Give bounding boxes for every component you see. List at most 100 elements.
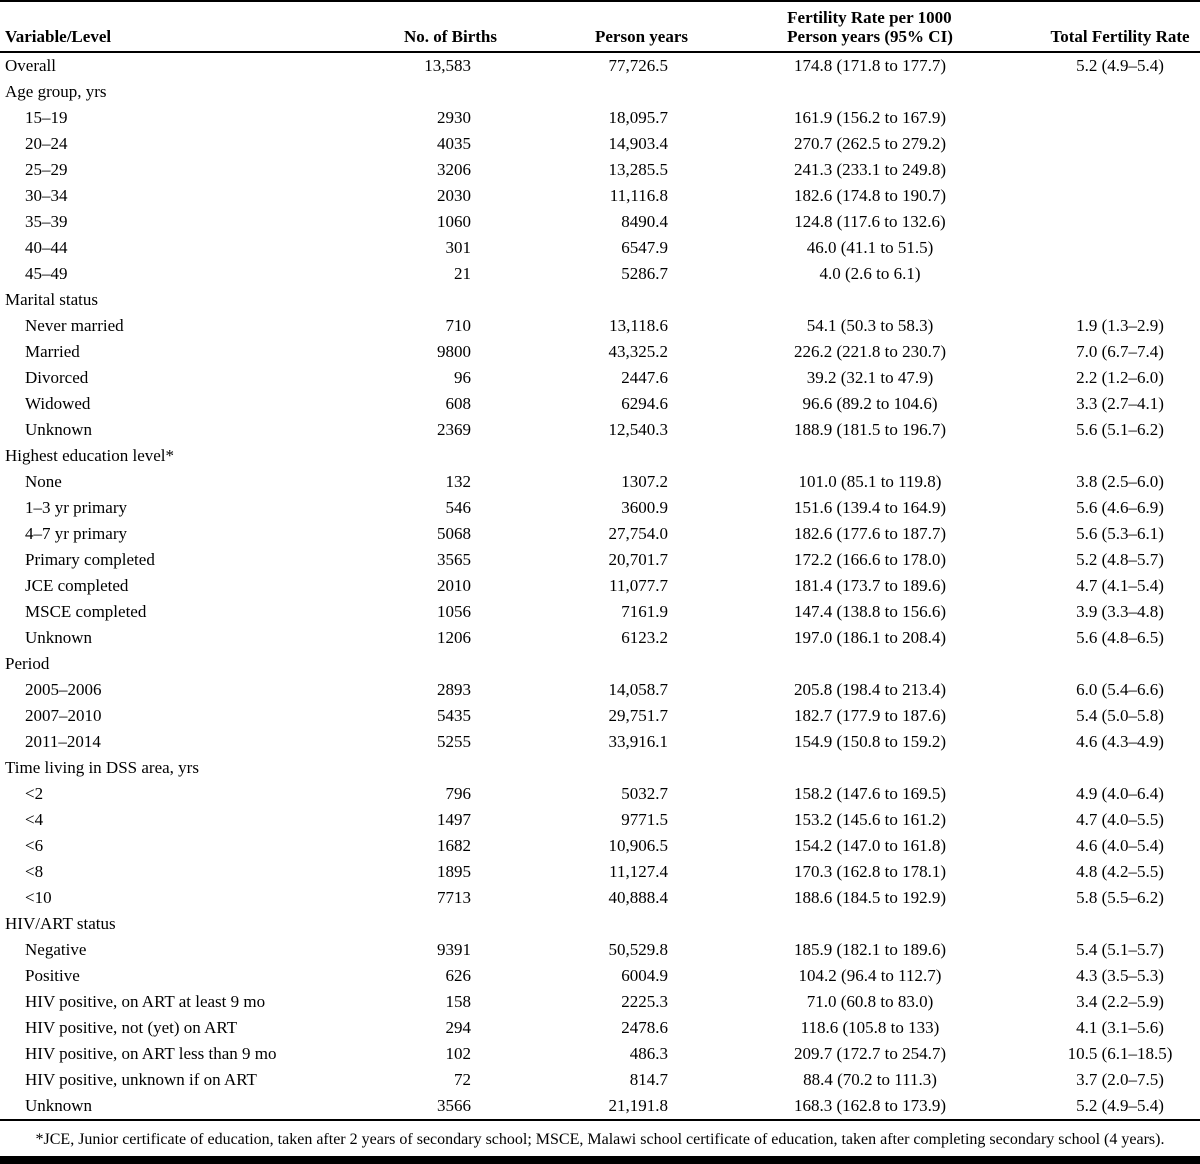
cell-variable-level: HIV positive, unknown if on ART bbox=[25, 1070, 257, 1089]
col-header-person-years: Person years bbox=[497, 2, 700, 53]
cell-variable-level: Positive bbox=[25, 966, 80, 985]
cell-fertility-rate-ci bbox=[700, 651, 1040, 677]
table-row: 30–34 2030 11,116.8 182.6 (174.8 to 190.7) bbox=[0, 183, 1200, 209]
cell-person-years: 2478.6 bbox=[621, 1018, 668, 1037]
cell-no-of-births bbox=[370, 651, 497, 677]
cell-variable-level: 45–49 bbox=[25, 264, 68, 283]
cell-total-fertility-rate: 2.2 (1.2–6.0) bbox=[1076, 368, 1164, 387]
cell-fertility-rate-ci: 101.0 (85.1 to 119.8) bbox=[798, 472, 942, 491]
cell-total-fertility-rate bbox=[1040, 157, 1200, 183]
cell-total-fertility-rate: 1.9 (1.3–2.9) bbox=[1076, 316, 1164, 335]
cell-person-years: 11,116.8 bbox=[609, 186, 668, 205]
cell-no-of-births: 1060 bbox=[437, 212, 471, 231]
table-row: Never married 710 13,118.6 54.1 (50.3 to 58… bbox=[0, 313, 1200, 339]
cell-fertility-rate-ci: 205.8 (198.4 to 213.4) bbox=[793, 680, 947, 699]
cell-total-fertility-rate: 5.4 (5.0–5.8) bbox=[1076, 706, 1164, 725]
cell-person-years: 6123.2 bbox=[621, 628, 668, 647]
cell-fertility-rate-ci: 172.2 (166.6 to 178.0) bbox=[793, 550, 947, 569]
cell-fertility-rate-ci: 153.2 (145.6 to 161.2) bbox=[793, 810, 947, 829]
cell-fertility-rate-ci: 154.9 (150.8 to 159.2) bbox=[793, 732, 947, 751]
cell-no-of-births: 7713 bbox=[437, 888, 471, 907]
cell-no-of-births: 608 bbox=[445, 394, 472, 413]
cell-person-years bbox=[497, 79, 700, 105]
section-row: Time living in DSS area, yrs bbox=[0, 755, 1200, 781]
table-row: 1–3 yr primary 546 3600.9 151.6 (139.4 to 1… bbox=[0, 495, 1200, 521]
cell-total-fertility-rate: 4.9 (4.0–6.4) bbox=[1076, 784, 1164, 803]
cell-variable-level: <2 bbox=[25, 784, 44, 803]
cell-total-fertility-rate: 4.7 (4.1–5.4) bbox=[1076, 576, 1164, 595]
cell-fertility-rate-ci: 188.6 (184.5 to 192.9) bbox=[793, 888, 947, 907]
cell-no-of-births: 3566 bbox=[437, 1096, 471, 1115]
table-footnote-rule bbox=[0, 1119, 1200, 1121]
cell-variable-level: Age group, yrs bbox=[5, 82, 107, 101]
cell-fertility-rate-ci: 226.2 (221.8 to 230.7) bbox=[793, 342, 947, 361]
cell-person-years: 814.7 bbox=[629, 1070, 668, 1089]
cell-person-years: 43,325.2 bbox=[608, 342, 669, 361]
table-row: Unknown 2369 12,540.3 188.9 (181.5 to 196.7… bbox=[0, 417, 1200, 443]
cell-fertility-rate-ci: 154.2 (147.0 to 161.8) bbox=[793, 836, 947, 855]
table-top-rule bbox=[0, 0, 1200, 2]
table-row: HIV positive, not (yet) on ART 294 2478.6 1… bbox=[0, 1015, 1200, 1041]
table-row: 20–24 4035 14,903.4 270.7 (262.5 to 279.2) bbox=[0, 131, 1200, 157]
cell-total-fertility-rate: 4.6 (4.3–4.9) bbox=[1076, 732, 1164, 751]
cell-fertility-rate-ci bbox=[700, 443, 1040, 469]
cell-no-of-births: 96 bbox=[454, 368, 471, 387]
cell-variable-level: <8 bbox=[25, 862, 44, 881]
cell-no-of-births: 21 bbox=[454, 264, 471, 283]
cell-variable-level: JCE completed bbox=[25, 576, 129, 595]
cell-no-of-births: 2930 bbox=[437, 108, 471, 127]
cell-fertility-rate-ci: 185.9 (182.1 to 189.6) bbox=[793, 940, 947, 959]
cell-total-fertility-rate: 3.8 (2.5–6.0) bbox=[1076, 472, 1164, 491]
cell-no-of-births: 626 bbox=[445, 966, 472, 985]
cell-variable-level: HIV/ART status bbox=[5, 914, 116, 933]
col-header-total-fertility-rate: Total Fertility Rate bbox=[1040, 2, 1200, 53]
cell-person-years bbox=[497, 443, 700, 469]
cell-total-fertility-rate: 10.5 (6.1–18.5) bbox=[1067, 1044, 1173, 1063]
cell-no-of-births: 4035 bbox=[437, 134, 471, 153]
table-row: None 132 1307.2 101.0 (85.1 to 119.8) 3.8 (2… bbox=[0, 469, 1200, 495]
cell-fertility-rate-ci: 158.2 (147.6 to 169.5) bbox=[793, 784, 947, 803]
cell-total-fertility-rate: 3.9 (3.3–4.8) bbox=[1076, 602, 1164, 621]
cell-no-of-births: 9800 bbox=[437, 342, 471, 361]
cell-no-of-births: 132 bbox=[445, 472, 472, 491]
cell-total-fertility-rate bbox=[1040, 209, 1200, 235]
col-header-no-of-births: No. of Births bbox=[370, 2, 497, 53]
cell-fertility-rate-ci: 39.2 (32.1 to 47.9) bbox=[806, 368, 934, 387]
cell-total-fertility-rate: 4.7 (4.0–5.5) bbox=[1076, 810, 1164, 829]
cell-variable-level: <6 bbox=[25, 836, 44, 855]
cell-variable-level: <10 bbox=[25, 888, 52, 907]
cell-person-years: 40,888.4 bbox=[608, 888, 669, 907]
cell-total-fertility-rate bbox=[1040, 183, 1200, 209]
table-row: Positive 626 6004.9 104.2 (96.4 to 112.7) 4.… bbox=[0, 963, 1200, 989]
cell-fertility-rate-ci: 118.6 (105.8 to 133) bbox=[800, 1018, 940, 1037]
cell-no-of-births: 5255 bbox=[437, 732, 471, 751]
cell-total-fertility-rate bbox=[1040, 261, 1200, 287]
cell-variable-level: Unknown bbox=[25, 628, 93, 647]
cell-fertility-rate-ci: 182.7 (177.9 to 187.6) bbox=[793, 706, 947, 725]
table-row: 2011–2014 5255 33,916.1 154.9 (150.8 to 159… bbox=[0, 729, 1200, 755]
cell-no-of-births: 9391 bbox=[437, 940, 471, 959]
section-row: Period bbox=[0, 651, 1200, 677]
cell-total-fertility-rate bbox=[1040, 443, 1200, 469]
cell-no-of-births: 1206 bbox=[437, 628, 471, 647]
table-row: 40–44 301 6547.9 46.0 (41.1 to 51.5) bbox=[0, 235, 1200, 261]
cell-no-of-births bbox=[370, 755, 497, 781]
cell-no-of-births: 710 bbox=[445, 316, 472, 335]
cell-no-of-births: 1895 bbox=[437, 862, 471, 881]
cell-total-fertility-rate bbox=[1040, 105, 1200, 131]
table-row: Unknown 1206 6123.2 197.0 (186.1 to 208.4) 5… bbox=[0, 625, 1200, 651]
cell-total-fertility-rate: 3.3 (2.7–4.1) bbox=[1076, 394, 1164, 413]
cell-variable-level: Divorced bbox=[25, 368, 89, 387]
cell-fertility-rate-ci: 4.0 (2.6 to 6.1) bbox=[819, 264, 921, 283]
cell-total-fertility-rate: 5.6 (4.6–6.9) bbox=[1076, 498, 1164, 517]
cell-variable-level: Primary completed bbox=[25, 550, 155, 569]
cell-variable-level: Unknown bbox=[25, 1096, 93, 1115]
cell-variable-level: Widowed bbox=[25, 394, 91, 413]
cell-total-fertility-rate bbox=[1040, 651, 1200, 677]
cell-person-years: 6547.9 bbox=[621, 238, 668, 257]
cell-no-of-births: 1056 bbox=[437, 602, 471, 621]
cell-no-of-births: 301 bbox=[445, 238, 472, 257]
cell-person-years bbox=[497, 651, 700, 677]
cell-person-years: 20,701.7 bbox=[608, 550, 669, 569]
table-bottom-rule bbox=[0, 1156, 1200, 1164]
